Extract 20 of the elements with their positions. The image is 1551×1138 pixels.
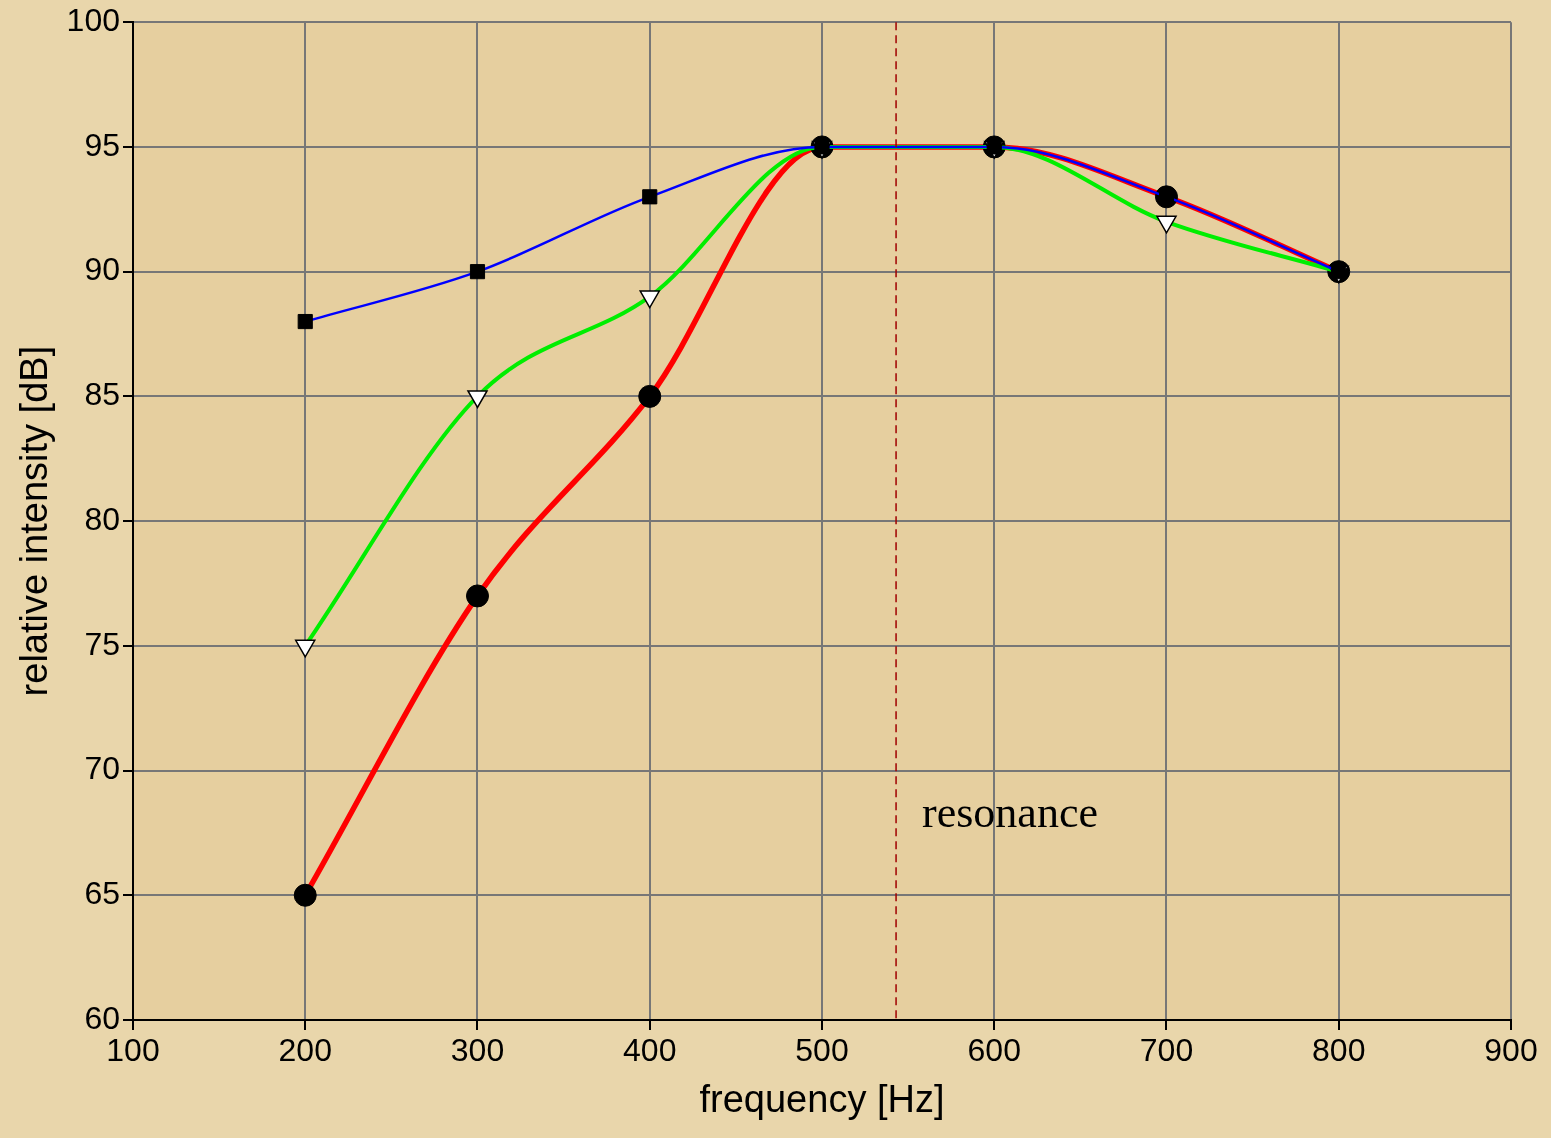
x-axis-title: frequency [Hz] [699, 1077, 945, 1120]
x-tick-label: 700 [1139, 1032, 1194, 1069]
x-tick-label: 600 [967, 1032, 1021, 1069]
y-tick-label: 100 [66, 2, 120, 39]
y-tick-label: 70 [84, 750, 120, 787]
x-tick-label: 500 [795, 1032, 849, 1069]
x-tick-label: 900 [1484, 1032, 1538, 1069]
y-tick-label: 95 [84, 126, 120, 163]
x-tick-label: 200 [278, 1032, 332, 1069]
y-tick-label: 65 [84, 875, 120, 912]
x-tick-label: 800 [1312, 1032, 1366, 1069]
y-axis-title: relative intensity [dB] [13, 345, 56, 697]
ref-line-label: resonance [922, 788, 1098, 838]
y-tick-label: 90 [84, 251, 120, 288]
y-tick-label: 60 [84, 999, 120, 1036]
y-tick-label: 75 [84, 625, 120, 662]
y-tick-label: 80 [84, 500, 120, 537]
x-tick-label: 400 [623, 1032, 677, 1069]
x-tick-label: 300 [450, 1032, 505, 1069]
y-tick-label: 85 [84, 376, 120, 413]
